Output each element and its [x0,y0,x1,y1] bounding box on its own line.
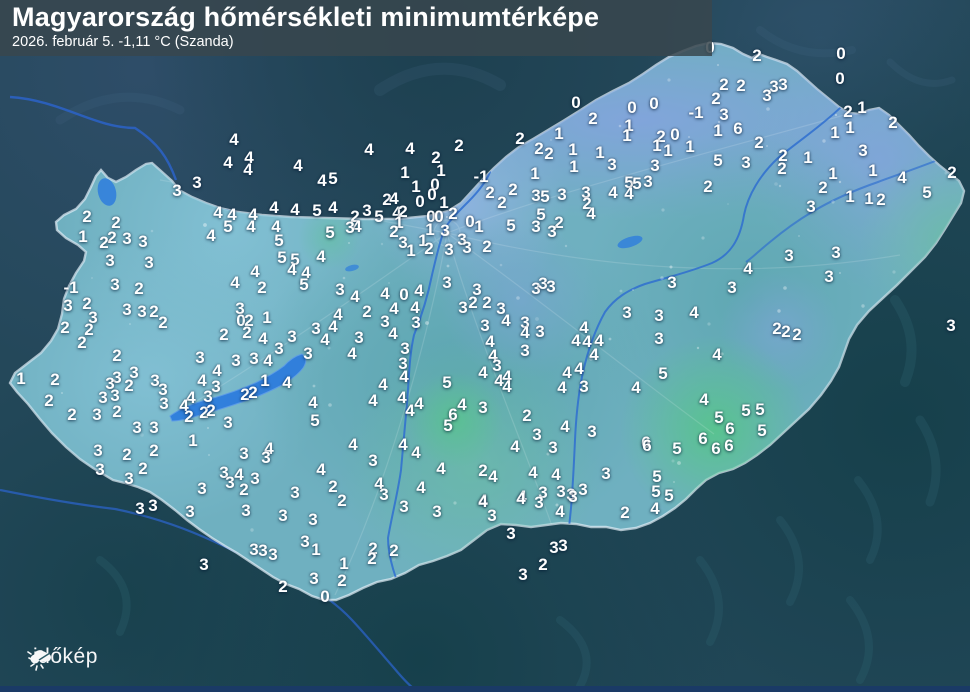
lakes [97,178,643,422]
river-bodrog [745,147,964,263]
lake-ferto [97,178,117,206]
header: Magyarország hőmérsékleti minimumtérképe… [0,0,712,56]
page-title: Magyarország hőmérsékleti minimumtérképe [12,2,600,32]
bottom-bar [0,686,970,692]
lake-velence [345,264,359,272]
lake-balaton [169,353,307,422]
idokep-logo: időkép [26,645,98,671]
river-danube-upper [9,95,178,181]
date-subtitle: 2026. február 5. -1,11 °C (Szanda) [12,34,234,50]
logo-text: időkép [33,645,98,668]
lake-tisza [617,235,643,249]
